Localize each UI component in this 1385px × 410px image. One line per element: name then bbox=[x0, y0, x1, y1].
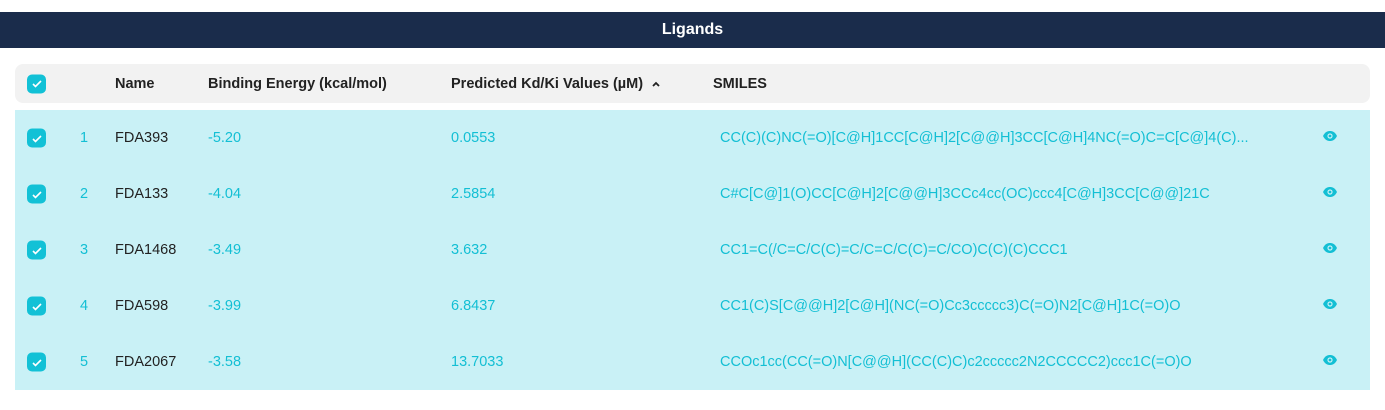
table-row[interactable]: 5 FDA2067 -3.58 13.7033 CCOc1cc(CC(=O)N[… bbox=[15, 334, 1370, 390]
check-icon bbox=[31, 80, 42, 88]
kd-value: 0.0553 bbox=[451, 130, 496, 146]
row-index: 5 bbox=[80, 354, 89, 370]
column-header-energy[interactable]: Binding Energy (kcal/mol) bbox=[208, 75, 387, 92]
eye-icon[interactable] bbox=[1322, 354, 1338, 370]
row-index: 3 bbox=[80, 242, 89, 258]
smiles: C#C[C@]1(O)CC[C@H]2[C@@H]3CCc4cc(OC)ccc4… bbox=[720, 186, 1210, 202]
ligand-name: FDA2067 bbox=[115, 354, 177, 370]
ligand-name: FDA133 bbox=[115, 186, 169, 202]
row-checkbox[interactable] bbox=[27, 296, 46, 316]
smiles: CC(C)(C)NC(=O)[C@H]1CC[C@H]2[C@@H]3CC[C@… bbox=[720, 130, 1249, 146]
row-checkbox[interactable] bbox=[27, 240, 46, 260]
smiles: CC1=C(/C=C/C(C)=C/C=C/C(C)=C/CO)C(C)(C)C… bbox=[720, 242, 1068, 258]
check-icon bbox=[31, 134, 42, 143]
chevron-up-icon[interactable] bbox=[651, 80, 661, 88]
row-index: 4 bbox=[80, 298, 89, 314]
ligand-name: FDA598 bbox=[115, 298, 169, 314]
binding-energy: -4.04 bbox=[208, 186, 242, 202]
binding-energy: -3.58 bbox=[208, 354, 242, 370]
table-row[interactable]: 3 FDA1468 -3.49 3.632 CC1=C(/C=C/C(C)=C/… bbox=[15, 222, 1370, 278]
binding-energy: -3.99 bbox=[208, 298, 242, 314]
eye-icon[interactable] bbox=[1322, 130, 1338, 146]
ligand-name: FDA393 bbox=[115, 130, 169, 146]
eye-icon[interactable] bbox=[1322, 242, 1338, 258]
smiles: CC1(C)S[C@@H]2[C@H](NC(=O)Cc3ccccc3)C(=O… bbox=[720, 298, 1181, 314]
row-checkbox[interactable] bbox=[27, 128, 46, 148]
table-row[interactable]: 1 FDA393 -5.20 0.0553 CC(C)(C)NC(=O)[C@H… bbox=[15, 110, 1370, 166]
kd-value: 2.5854 bbox=[451, 186, 496, 202]
table-header: Name Binding Energy (kcal/mol) Predicted… bbox=[15, 64, 1370, 103]
ligand-name: FDA1468 bbox=[115, 242, 177, 258]
binding-energy: -3.49 bbox=[208, 242, 242, 258]
column-header-smiles[interactable]: SMILES bbox=[713, 75, 767, 92]
select-all-checkbox[interactable] bbox=[27, 74, 46, 93]
kd-value: 3.632 bbox=[451, 242, 488, 258]
row-index: 1 bbox=[80, 130, 89, 146]
row-checkbox[interactable] bbox=[27, 352, 46, 372]
eye-icon[interactable] bbox=[1322, 298, 1338, 314]
smiles: CCOc1cc(CC(=O)N[C@@H](CC(C)C)c2ccccc2N2C… bbox=[720, 354, 1192, 370]
kd-value: 13.7033 bbox=[451, 354, 504, 370]
eye-icon[interactable] bbox=[1322, 186, 1338, 202]
row-checkbox[interactable] bbox=[27, 184, 46, 204]
column-header-kd-label: Predicted Kd/Ki Values (µM) bbox=[451, 75, 644, 92]
panel-title: Ligands bbox=[0, 12, 1385, 48]
binding-energy: -5.20 bbox=[208, 130, 242, 146]
check-icon bbox=[31, 190, 42, 199]
table-row[interactable]: 2 FDA133 -4.04 2.5854 C#C[C@]1(O)CC[C@H]… bbox=[15, 166, 1370, 222]
row-index: 2 bbox=[80, 186, 89, 202]
column-header-kd[interactable]: Predicted Kd/Ki Values (µM) bbox=[451, 76, 661, 92]
check-icon bbox=[31, 302, 42, 311]
kd-value: 6.8437 bbox=[451, 298, 496, 314]
check-icon bbox=[31, 358, 42, 367]
check-icon bbox=[31, 246, 42, 255]
table-row[interactable]: 4 FDA598 -3.99 6.8437 CC1(C)S[C@@H]2[C@H… bbox=[15, 278, 1370, 334]
column-header-name[interactable]: Name bbox=[115, 75, 155, 92]
